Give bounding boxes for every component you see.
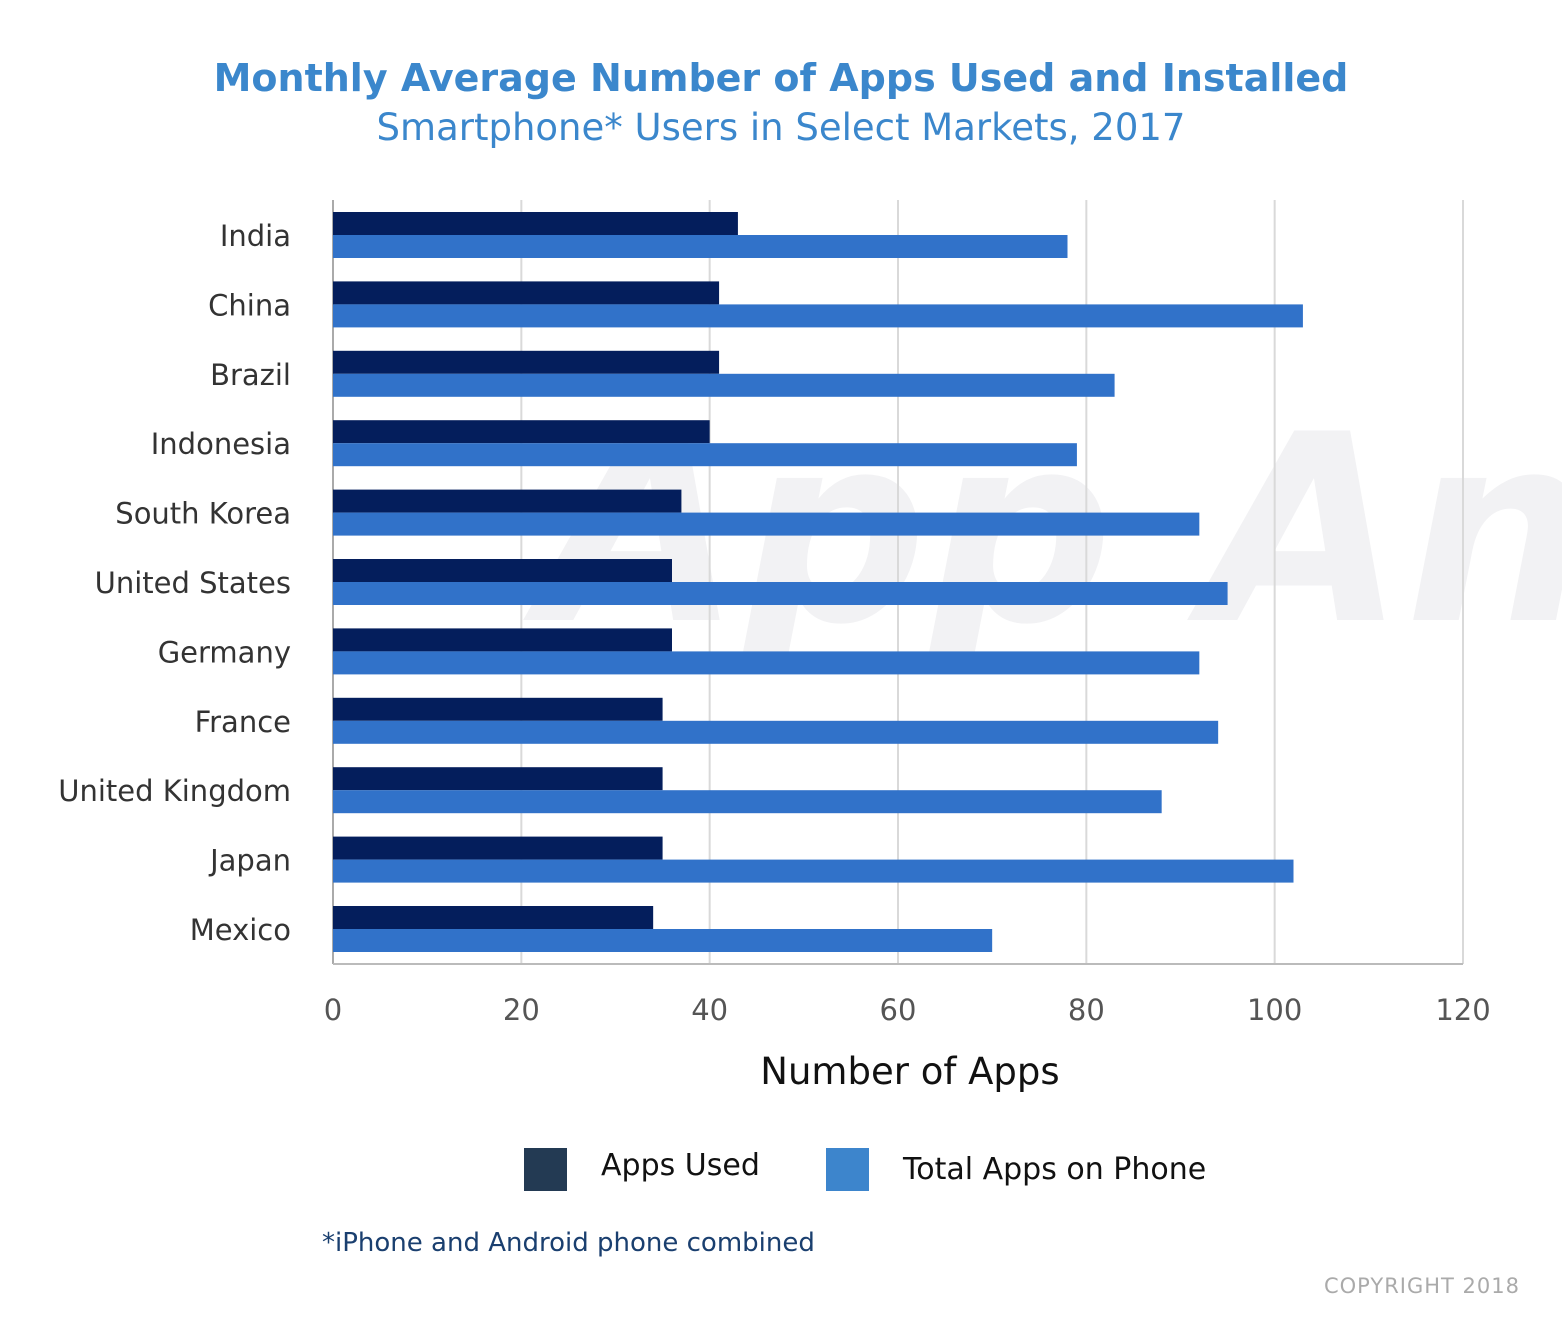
bar-apps-used (333, 628, 672, 652)
y-category-label: China (208, 288, 291, 322)
bar-total-apps (333, 443, 1077, 467)
bar-apps-used (333, 906, 654, 929)
y-category-label: Japan (208, 844, 291, 878)
x-tick-label: 100 (1247, 993, 1302, 1027)
x-tick-label: 20 (503, 993, 540, 1027)
bar-total-apps (333, 512, 1200, 536)
y-category-label: United Kingdom (58, 774, 291, 808)
x-tick-label: 0 (324, 993, 342, 1027)
bar-apps-used (333, 281, 720, 305)
bar-apps-used (333, 212, 738, 235)
y-category-label: India (220, 219, 291, 253)
bar-total-apps (333, 790, 1162, 814)
y-category-label: Indonesia (151, 427, 291, 461)
legend-label: Apps Used (601, 1148, 760, 1183)
y-category-label: South Korea (115, 497, 291, 531)
y-category-label: France (195, 705, 291, 739)
y-category-label: Mexico (190, 913, 291, 947)
x-axis-label: Number of Apps (760, 1050, 1060, 1093)
x-tick-label: 120 (1435, 993, 1490, 1027)
y-category-label: United States (95, 566, 291, 600)
bar-total-apps (333, 304, 1303, 328)
bar-total-apps (333, 582, 1228, 605)
bar-total-apps (333, 373, 1115, 397)
bar-total-apps (333, 859, 1294, 883)
bar-total-apps (333, 651, 1200, 675)
bar-apps-used (333, 767, 663, 791)
legend-swatch-apps-used (524, 1148, 567, 1191)
y-category-label: Germany (158, 635, 291, 669)
x-tick-label: 40 (691, 993, 728, 1027)
chart-title: Monthly Average Number of Apps Used and … (213, 56, 1349, 100)
chart-subtitle: Smartphone* Users in Select Markets, 201… (376, 106, 1186, 149)
copyright: COPYRIGHT 2018 (1323, 1274, 1520, 1298)
bar-total-apps (333, 720, 1219, 744)
x-tick-label: 80 (1068, 993, 1105, 1027)
bar-apps-used (333, 420, 710, 444)
bar-apps-used (333, 350, 720, 374)
legend-item-apps-used: Apps Used (524, 1148, 760, 1191)
bar-total-apps (333, 235, 1068, 258)
x-tick-label: 60 (880, 993, 917, 1027)
bar-apps-used (333, 489, 682, 513)
legend-label: Total Apps on Phone (903, 1152, 1207, 1187)
y-category-label: Brazil (210, 358, 291, 392)
bar-apps-used (333, 836, 663, 860)
legend-swatch-total-apps (826, 1148, 869, 1191)
footnote: *iPhone and Android phone combined (322, 1228, 815, 1258)
legend-item-total-apps: Total Apps on Phone (826, 1148, 1206, 1191)
bar-apps-used (333, 697, 663, 721)
bar-apps-used (333, 559, 672, 582)
bar-total-apps (333, 929, 993, 952)
